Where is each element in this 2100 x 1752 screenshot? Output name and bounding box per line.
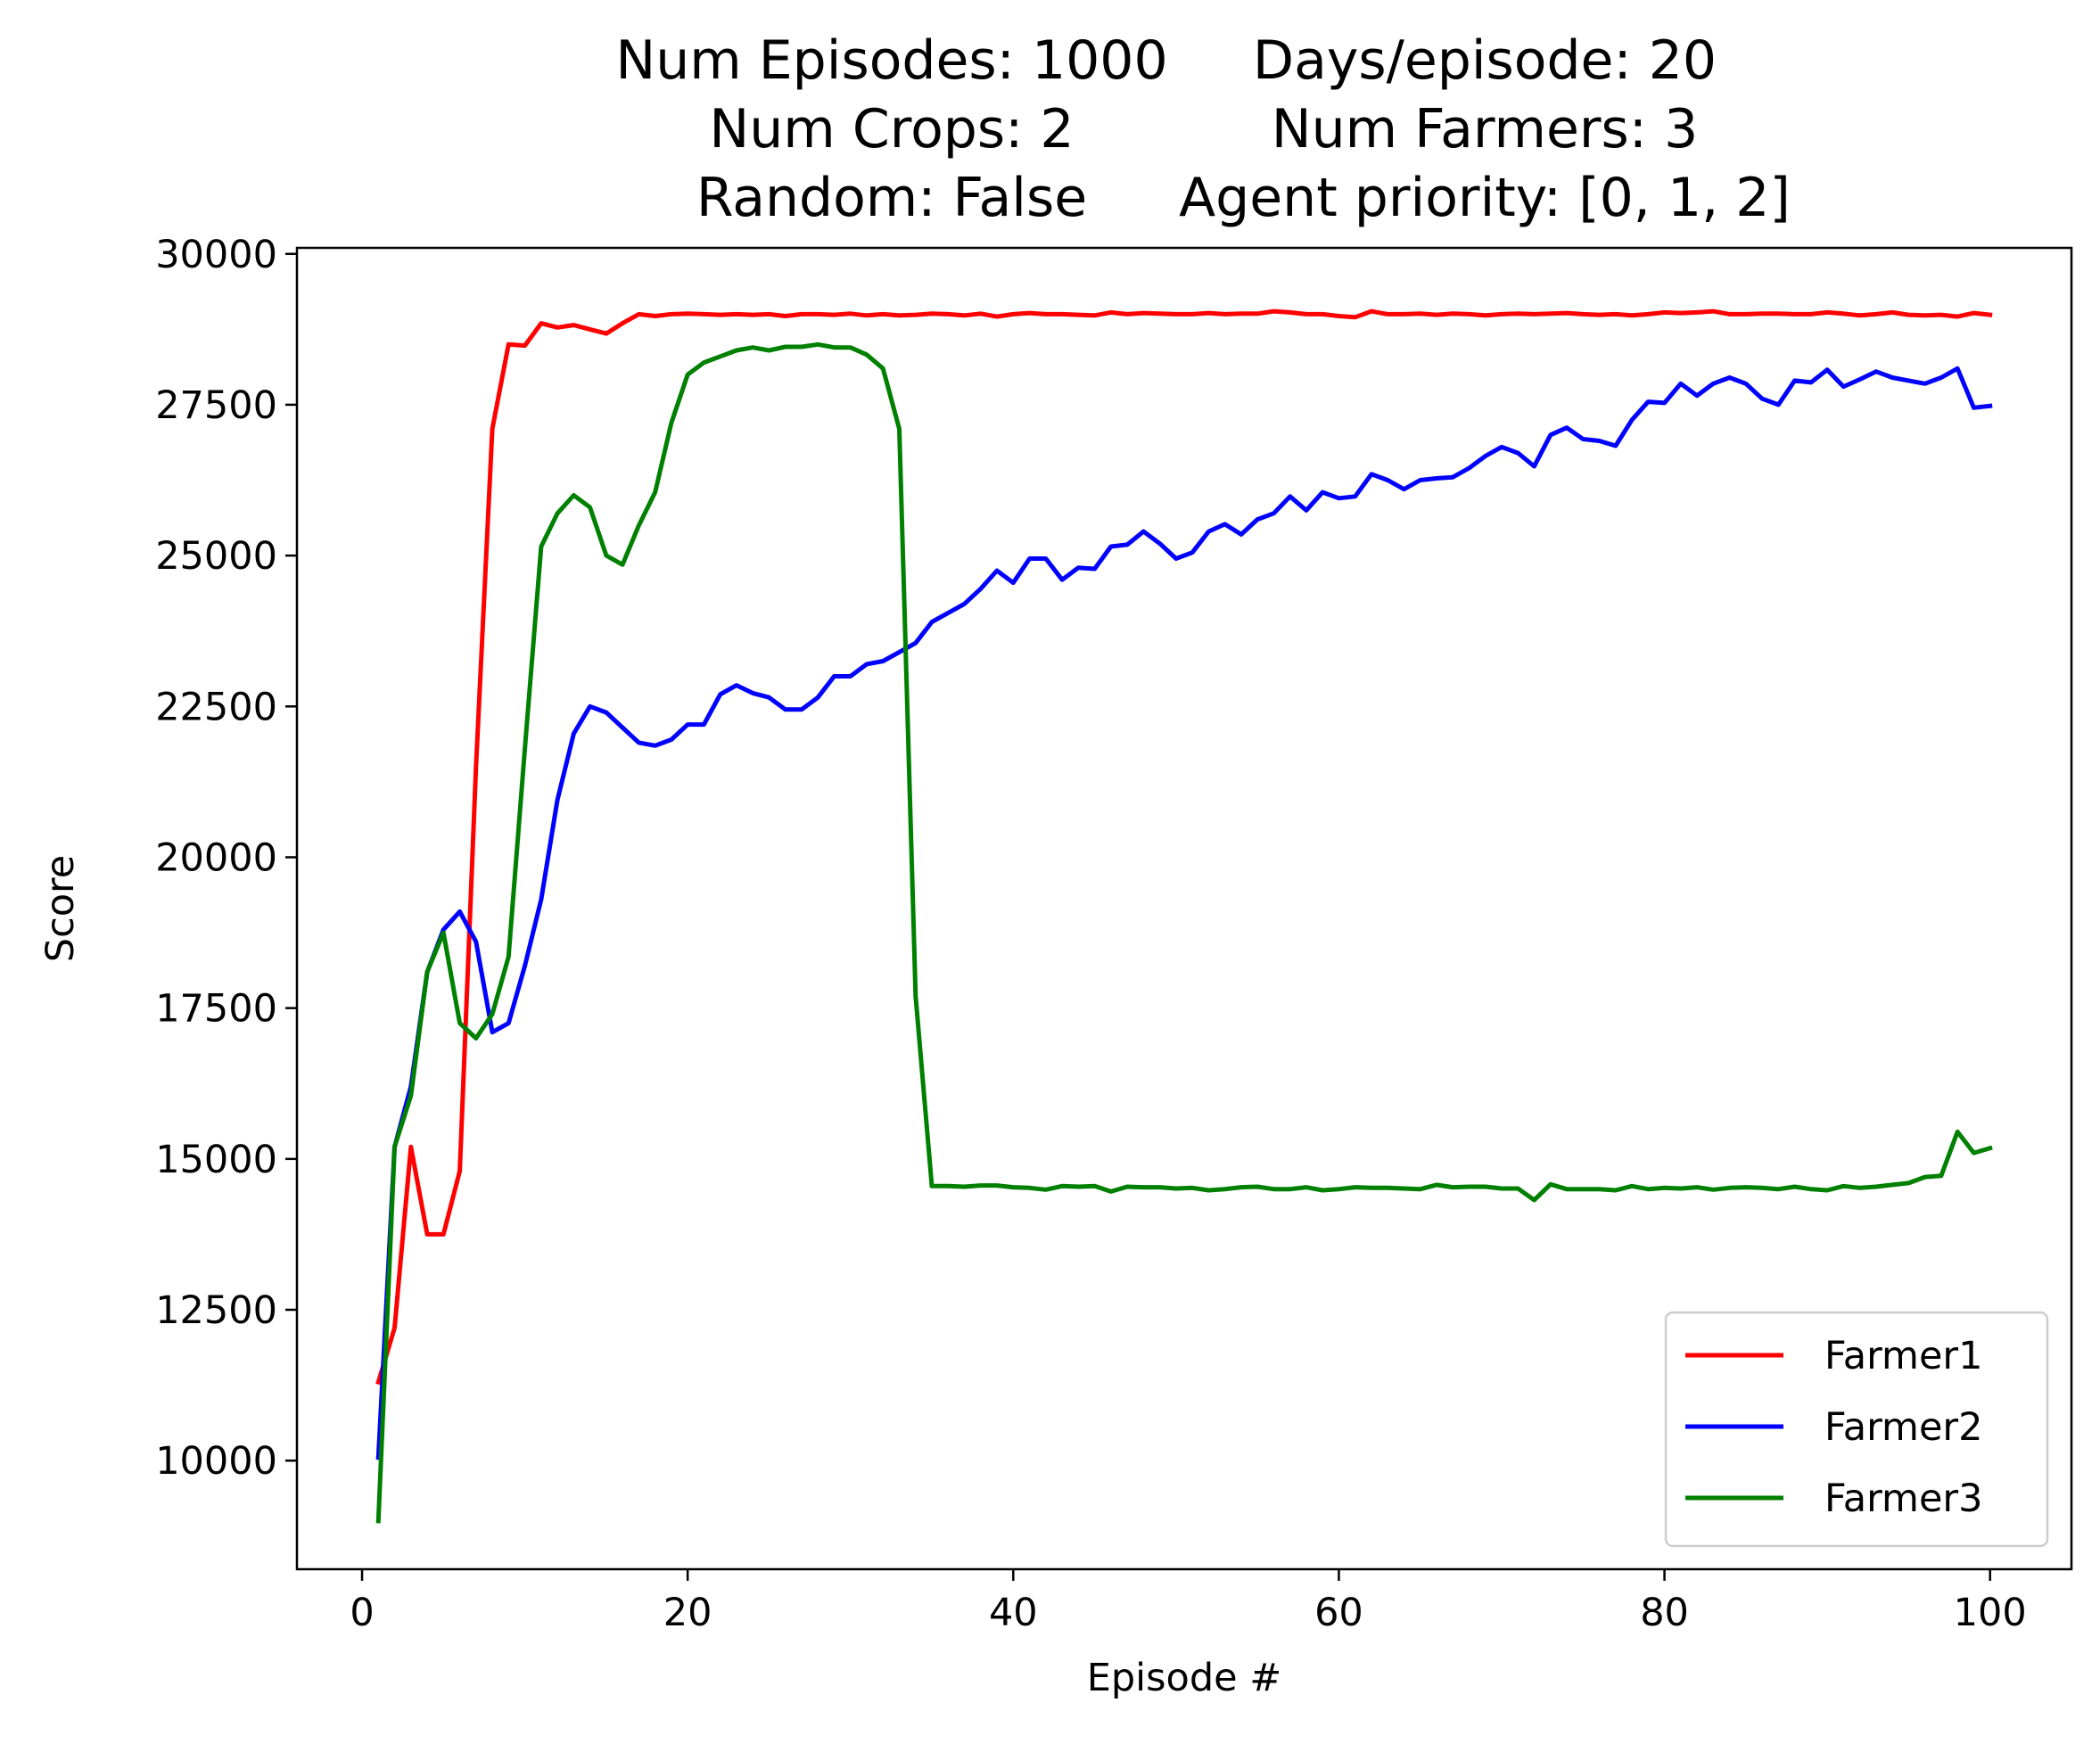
y-tick-label: 27500: [155, 383, 277, 428]
x-tick-label: 100: [1954, 1591, 2027, 1635]
legend-label-farmer2: Farmer2: [1824, 1405, 1982, 1450]
y-tick-label: 25000: [155, 534, 277, 579]
y-tick-label: 22500: [155, 685, 277, 729]
x-tick-label: 60: [1314, 1591, 1363, 1635]
legend: Farmer1 Farmer2 Farmer3: [1664, 1311, 2049, 1548]
title-left-line-2: Num Crops: 2: [709, 98, 1074, 160]
x-tick-label: 20: [663, 1591, 712, 1635]
y-axis-label: Score: [38, 855, 83, 962]
title-left-line-1: Num Episodes: 1000: [615, 29, 1167, 92]
y-tick-label: 15000: [155, 1138, 277, 1182]
x-tick-label: 40: [989, 1591, 1038, 1635]
title-right-line-3: Agent priority: [0, 1, 2]: [1179, 167, 1791, 229]
y-tick-label: 20000: [155, 835, 277, 880]
plot-frame: [295, 246, 2073, 1571]
legend-label-farmer3: Farmer3: [1824, 1476, 1982, 1521]
title-right-line-1: Days/episode: 20: [1253, 29, 1717, 92]
title-left-line-3: Random: False: [696, 167, 1087, 229]
y-tick-label: 12500: [155, 1288, 277, 1333]
x-tick-label: 80: [1640, 1591, 1689, 1635]
chart-title: Num Episodes: 1000 Days/episode: 20 Num Cr…: [615, 29, 1791, 229]
series-lines: [375, 308, 1993, 1524]
y-tick-label: 10000: [155, 1439, 277, 1484]
series-line-farmer2: [375, 366, 1993, 1460]
series-line-farmer3: [375, 341, 1993, 1524]
y-tick-label: 17500: [155, 987, 277, 1032]
series-line-farmer1: [375, 308, 1993, 1386]
y-tick-label: 30000: [155, 233, 277, 277]
axes: 0 20 40 60 80 100 10000 12500 15000 17500 20000 225…: [38, 233, 2073, 1700]
legend-label-farmer1: Farmer1: [1824, 1334, 1982, 1378]
x-axis-label: Episode #: [1087, 1656, 1282, 1700]
legend-box: [1664, 1311, 2049, 1548]
x-tick-label: 0: [350, 1591, 374, 1635]
title-right-line-2: Num Farmers: 3: [1272, 98, 1699, 160]
